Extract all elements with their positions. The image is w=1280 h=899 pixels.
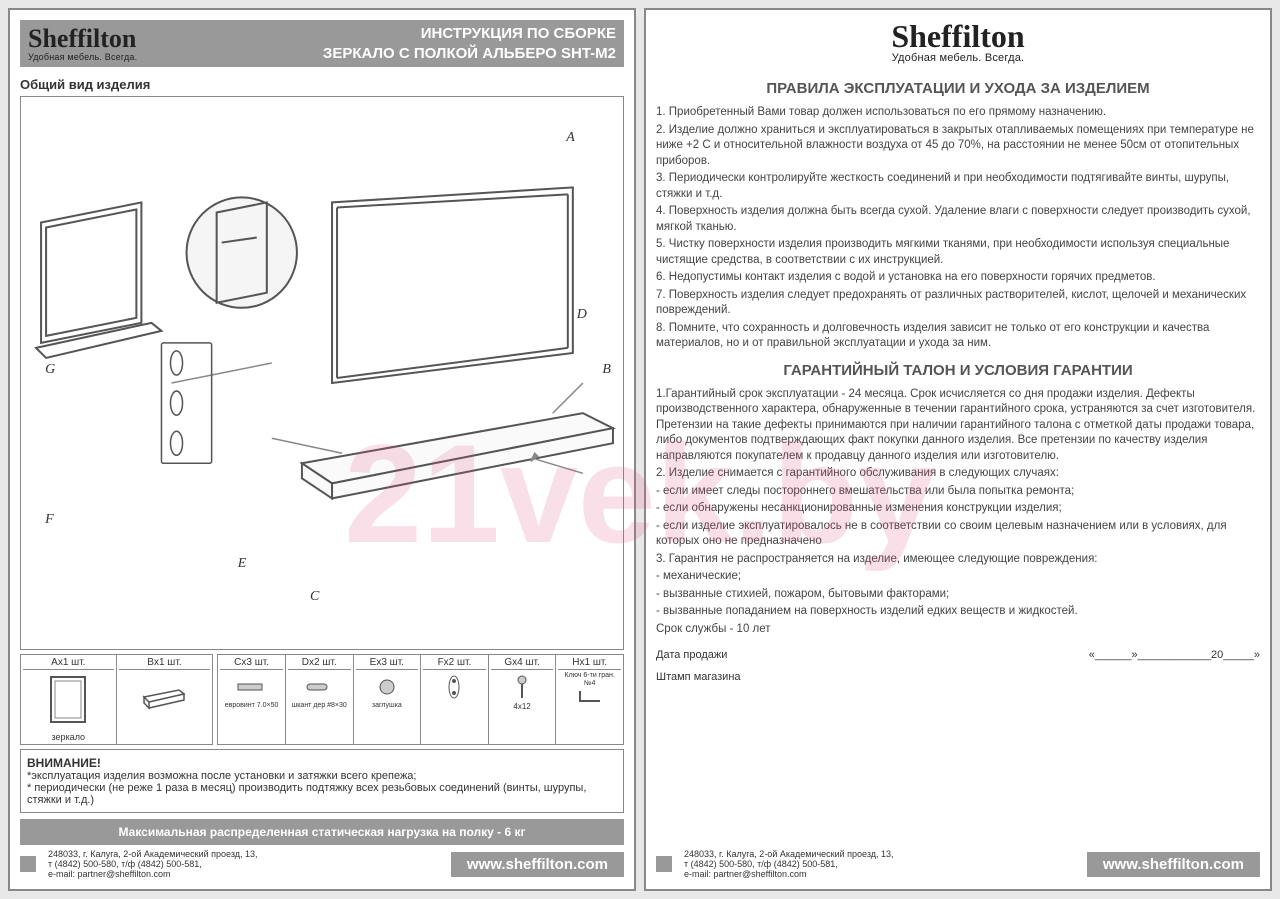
warning-2: * периодически (не реже 1 раза в месяц) …	[27, 782, 617, 806]
title-line2: ЗЕРКАЛО С ПОЛКОЙ АЛЬБЕРО SHT-M2	[137, 44, 616, 64]
footer-url: www.sheffilton.com	[451, 852, 624, 877]
dia-label-F: F	[45, 512, 54, 528]
dia-label-B: B	[602, 362, 611, 378]
warning-title: ВНИМАНИЕ!	[27, 756, 617, 770]
footer-left-page: 248033, г. Калуга, 2-ой Академический пр…	[20, 849, 624, 879]
parts-big: Ax1 шт. зеркало Bx1 шт.	[20, 654, 213, 745]
brand-logo: Sheffilton	[28, 24, 136, 53]
warning-box: ВНИМАНИЕ! *эксплуатация изделия возможна…	[20, 749, 624, 813]
parts-section: Ax1 шт. зеркало Bx1 шт. Cx3 шт. евровинт…	[20, 654, 624, 745]
page-warranty: Sheffilton Удобная мебель. Всегда. ПРАВИ…	[644, 8, 1272, 891]
header-title: ИНСТРУКЦИЯ ПО СБОРКЕ ЗЕРКАЛО С ПОЛКОЙ АЛ…	[137, 24, 616, 63]
title-line1: ИНСТРУКЦИЯ ПО СБОРКЕ	[137, 24, 616, 44]
part-E: Ex3 шт. заглушка	[354, 655, 422, 744]
stamp-label: Штамп магазина	[656, 671, 1260, 683]
rules-title: ПРАВИЛА ЭКСПЛУАТАЦИИ И УХОДА ЗА ИЗДЕЛИЕМ	[656, 80, 1260, 97]
logo-block-right: Sheffilton Удобная мебель. Всегда.	[656, 20, 1260, 64]
rules-body: 1. Приобретенный Вами товар должен испол…	[656, 105, 1260, 354]
warning-1: *эксплуатация изделия возможна после уст…	[27, 770, 617, 782]
overview-label: Общий вид изделия	[20, 77, 624, 92]
mirror-icon	[43, 672, 93, 732]
header-bar: Sheffilton Удобная мебель. Всегда. ИНСТР…	[20, 20, 624, 67]
part-G: Gx4 шт. 4x12	[489, 655, 557, 744]
shelf-icon	[139, 672, 189, 732]
diagram-svg	[21, 97, 623, 649]
part-C: Cx3 шт. евровинт 7.0×50	[218, 655, 286, 744]
part-B: Bx1 шт.	[117, 655, 213, 744]
warranty-body: 1.Гарантийный срок эксплуатации - 24 мес…	[656, 387, 1260, 640]
date-label: Дата продажи	[656, 649, 1089, 661]
footer-address-r: 248033, г. Калуга, 2-ой Академический пр…	[678, 849, 1087, 879]
part-A: Ax1 шт. зеркало	[21, 655, 117, 744]
footer-square-icon	[20, 856, 36, 872]
page-assembly: Sheffilton Удобная мебель. Всегда. ИНСТР…	[8, 8, 636, 891]
footer-address: 248033, г. Калуга, 2-ой Академический пр…	[42, 849, 451, 879]
logo-block: Sheffilton Удобная мебель. Всегда.	[28, 26, 137, 62]
dia-label-A: A	[566, 130, 575, 146]
dia-label-G: G	[45, 362, 55, 378]
brand-logo-right: Sheffilton	[891, 18, 1024, 54]
date-blank: «______»____________20_____»	[1089, 649, 1260, 661]
date-row: Дата продажи «______»____________20_____…	[656, 649, 1260, 661]
brand-tagline: Удобная мебель. Всегда.	[28, 52, 137, 62]
brand-tagline-right: Удобная мебель. Всегда.	[656, 52, 1260, 64]
dia-label-E: E	[238, 556, 247, 572]
parts-small: Cx3 шт. евровинт 7.0×50 Dx2 шт. шкант де…	[217, 654, 624, 745]
footer-url-r: www.sheffilton.com	[1087, 852, 1260, 877]
part-F: Fx2 шт.	[421, 655, 489, 744]
part-H: Hx1 шт. Ключ 6-ти гран. №4	[556, 655, 623, 744]
footer-right-page: 248033, г. Калуга, 2-ой Академический пр…	[656, 849, 1260, 879]
load-bar: Максимальная распределенная статическая …	[20, 819, 624, 845]
dia-label-D: D	[577, 307, 587, 323]
footer-square-icon-r	[656, 856, 672, 872]
part-D: Dx2 шт. шкант дер #8×30	[286, 655, 354, 744]
dia-label-C: C	[310, 589, 319, 605]
assembly-diagram: A B C D E F G	[20, 96, 624, 650]
warranty-title: ГАРАНТИЙНЫЙ ТАЛОН И УСЛОВИЯ ГАРАНТИИ	[656, 362, 1260, 379]
